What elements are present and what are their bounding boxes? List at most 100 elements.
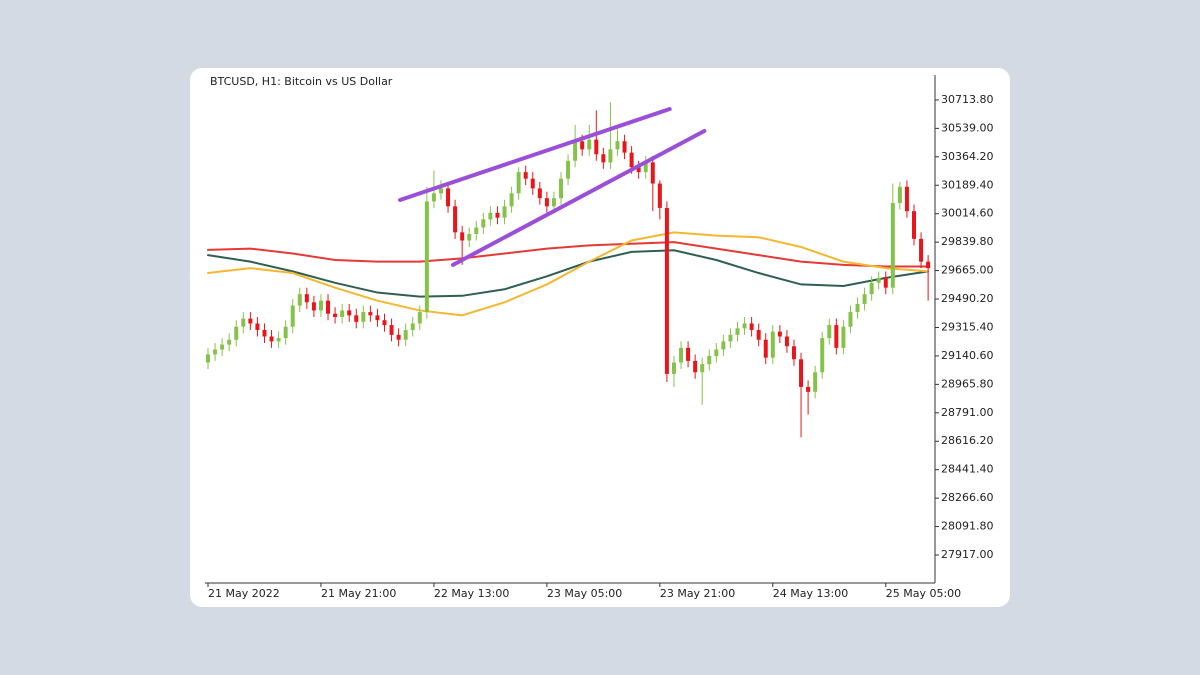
candle-body: [417, 312, 422, 324]
y-tick-label: 29665.00: [941, 264, 994, 277]
candle-body: [530, 178, 535, 189]
candle-body: [643, 162, 648, 173]
x-tick-label: 21 May 2022: [208, 587, 280, 600]
candle-body: [700, 364, 705, 373]
candle-body: [813, 372, 818, 392]
candle-body: [481, 219, 486, 228]
y-tick-label: 28441.40: [941, 463, 994, 476]
candle-body: [664, 207, 669, 374]
y-tick-label: 29315.40: [941, 320, 994, 333]
candle-body: [749, 323, 754, 330]
candle-body: [622, 141, 627, 153]
candle-body: [714, 349, 719, 357]
candle-body: [784, 336, 789, 347]
candle-body: [707, 356, 712, 365]
candle-body: [523, 172, 528, 179]
candle-body: [806, 386, 811, 392]
candle-body: [566, 160, 571, 179]
candle-body: [241, 318, 246, 327]
y-tick-label: 27917.00: [941, 548, 994, 561]
candle-body: [220, 344, 225, 350]
candle-body: [269, 336, 274, 342]
y-tick-label: 28091.80: [941, 520, 994, 533]
candle-body: [516, 172, 521, 194]
chart: BTCUSD, H1: Bitcoin vs US Dollar 30713.8…: [205, 75, 994, 600]
candle-body: [679, 347, 684, 363]
candle-body: [333, 313, 338, 317]
candle-body: [827, 325, 832, 339]
candle-body: [446, 188, 451, 207]
candle-body: [460, 232, 465, 241]
candle-body: [559, 178, 563, 199]
candle-body: [601, 154, 606, 163]
candle-body: [227, 339, 232, 345]
candle-body: [735, 328, 740, 335]
candle-body: [311, 302, 316, 311]
candle-body: [403, 329, 408, 340]
candle-body: [693, 360, 698, 373]
y-tick-label: 29490.20: [941, 292, 994, 305]
candle-body: [431, 193, 436, 202]
candle-body: [495, 212, 500, 218]
chart-title: BTCUSD, H1: Bitcoin vs US Dollar: [210, 75, 393, 88]
candle-body: [919, 238, 924, 262]
y-tick-label: 29839.80: [941, 235, 994, 248]
candle-body: [382, 320, 387, 326]
candle-body: [756, 329, 761, 340]
candle-body: [326, 300, 331, 314]
y-tick-label: 28616.20: [941, 434, 994, 447]
candle-body: [904, 186, 909, 212]
candle-body: [544, 198, 549, 207]
candle-body: [686, 347, 691, 361]
candle-body: [297, 294, 302, 306]
y-tick-label: 30713.80: [941, 93, 994, 106]
candle-body: [791, 346, 796, 360]
candle-body: [375, 315, 380, 321]
x-tick-label: 24 May 13:00: [773, 587, 848, 600]
candle-body: [410, 323, 415, 330]
x-tick-label: 21 May 21:00: [321, 587, 396, 600]
y-tick-label: 28266.60: [941, 491, 994, 504]
candle-body: [657, 183, 662, 208]
candle-body: [763, 339, 768, 358]
y-tick-label: 30539.00: [941, 121, 994, 134]
y-tick-label: 30364.20: [941, 150, 994, 163]
candle-body: [580, 141, 585, 150]
candle-body: [347, 310, 352, 316]
candle-body: [396, 334, 401, 340]
candle-body: [474, 227, 479, 234]
candle-body: [213, 349, 218, 355]
moving-average: [207, 241, 930, 268]
candle-body: [255, 323, 260, 330]
y-tick-label: 30014.60: [941, 207, 994, 220]
candle-body: [671, 362, 676, 374]
candle-body: [855, 303, 860, 313]
candle-body: [608, 149, 613, 163]
candle-body: [283, 326, 288, 339]
candle-body: [453, 206, 458, 233]
candle-body: [573, 141, 578, 161]
candle-body: [502, 206, 507, 218]
candle-body: [467, 233, 472, 241]
candle-body: [354, 315, 359, 322]
y-tick-label: 28791.00: [941, 406, 994, 419]
candle-body: [615, 141, 620, 150]
candle-body: [551, 198, 556, 207]
candle-body: [509, 193, 514, 207]
candle-body: [834, 325, 839, 348]
x-tick-label: 23 May 21:00: [660, 587, 735, 600]
candle-body: [820, 338, 825, 373]
candle-body: [318, 300, 323, 311]
candle-body: [862, 294, 867, 304]
x-tick-label: 25 May 05:00: [886, 587, 961, 600]
candle-body: [488, 212, 493, 220]
candle-body: [869, 282, 874, 295]
y-tick-label: 30189.40: [941, 178, 994, 191]
chart-card: BTCUSD, H1: Bitcoin vs US Dollar 30713.8…: [190, 68, 1010, 607]
y-tick-label: 29140.60: [941, 349, 994, 362]
candle-body: [276, 338, 281, 342]
candle-body: [262, 329, 267, 337]
candle-body: [770, 331, 775, 358]
candle-body: [883, 277, 888, 288]
